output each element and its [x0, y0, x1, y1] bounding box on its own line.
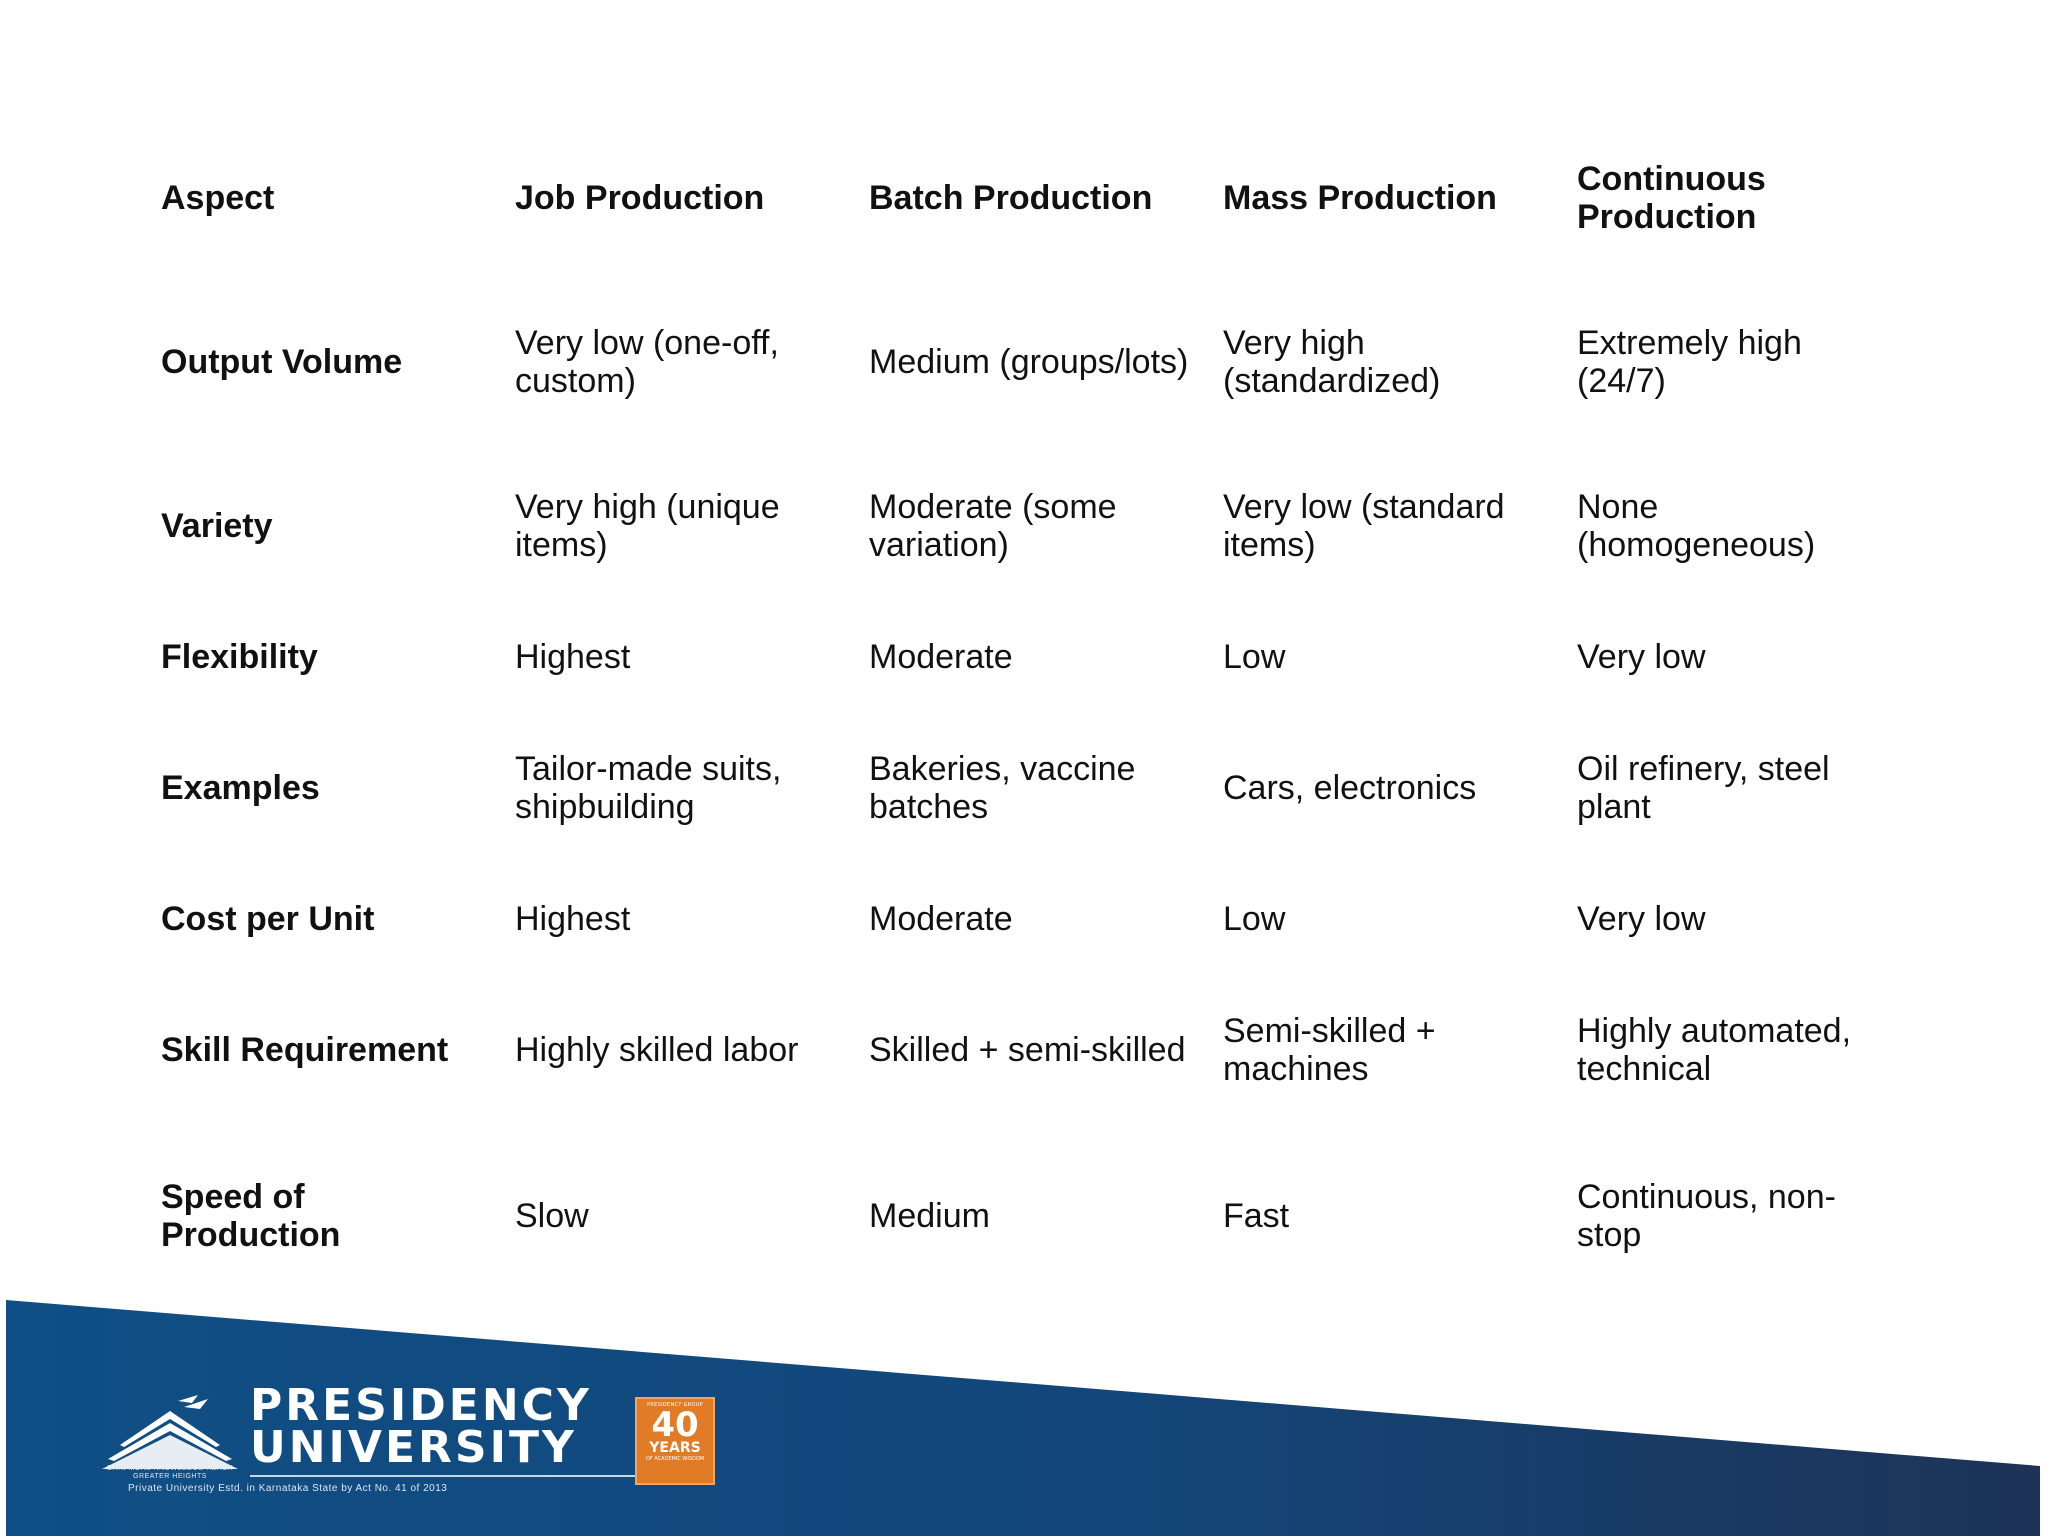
- header-continuous-production: Continuous Production: [1577, 160, 1766, 236]
- header-job-production: Job Production: [515, 179, 765, 217]
- table-cell: Semi-skilled + machines: [1223, 1012, 1436, 1088]
- table-cell: Highly automated, technical: [1577, 1012, 1852, 1088]
- comparison-table: Aspect Job Production Batch Production M…: [145, 130, 1905, 1314]
- table-row: Flexibility Highest Moderate Low Very lo…: [145, 594, 1905, 720]
- header-aspect: Aspect: [161, 179, 275, 217]
- table-row: Cost per Unit Highest Moderate Low Very …: [145, 856, 1905, 982]
- table-cell: None (homogeneous): [1577, 488, 1816, 564]
- table-cell: Fast: [1223, 1197, 1290, 1235]
- table-cell: Slow: [515, 1197, 589, 1235]
- row-label: Speed of Production: [161, 1178, 341, 1254]
- row-label: Cost per Unit: [161, 900, 375, 938]
- header-mass-production: Mass Production: [1223, 179, 1497, 217]
- table-cell: Bakeries, vaccine batches: [869, 750, 1136, 826]
- university-name-line1: PRESIDENCY: [250, 1380, 592, 1431]
- table-cell: Highly skilled labor: [515, 1031, 799, 1069]
- header-batch-production: Batch Production: [869, 179, 1153, 217]
- footer-banner-shape: [6, 1300, 2040, 1536]
- table-header-row: Aspect Job Production Batch Production M…: [145, 130, 1905, 266]
- table-cell: Very high (unique items): [515, 488, 780, 564]
- row-label: Examples: [161, 769, 320, 807]
- table-cell: Very low: [1577, 900, 1706, 938]
- anniversary-badge: PRESIDENCY GROUP 40 YEARS OF ACADEMIC WI…: [635, 1397, 715, 1485]
- table-cell: Cars, electronics: [1223, 769, 1477, 807]
- table-cell: Extremely high (24/7): [1577, 324, 1802, 400]
- table-row: Skill Requirement Highly skilled labor S…: [145, 982, 1905, 1118]
- table-cell: Continuous, non-stop: [1577, 1178, 1836, 1254]
- badge-number: 40: [651, 1405, 699, 1445]
- table-row: Output Volume Very low (one-off, custom)…: [145, 266, 1905, 458]
- university-logo: GAIN MORE KNOWLEDGE REACH GREATER HEIGHT…: [100, 1380, 740, 1495]
- table-cell: Moderate (some variation): [869, 488, 1117, 564]
- table-cell: Very low (standard items): [1223, 488, 1505, 564]
- table-cell: Medium (groups/lots): [869, 343, 1189, 381]
- table-cell: Low: [1223, 900, 1286, 938]
- row-label: Flexibility: [161, 638, 318, 676]
- table-cell: Very low (one-off, custom): [515, 324, 779, 400]
- table-cell: Moderate: [869, 900, 1013, 938]
- university-estd-text: Private University Estd. in Karnataka St…: [128, 1483, 448, 1494]
- book-logo-icon: [102, 1395, 238, 1469]
- badge-years: YEARS: [649, 1440, 701, 1456]
- footer-banner: [0, 1290, 2048, 1536]
- row-label: Variety: [161, 507, 273, 545]
- badge-bottom-text: OF ACADEMIC WISDOM: [645, 1456, 705, 1462]
- table-cell: Skilled + semi-skilled: [869, 1031, 1186, 1069]
- table-cell: Low: [1223, 638, 1286, 676]
- table-cell: Highest: [515, 638, 631, 676]
- row-label: Output Volume: [161, 343, 403, 381]
- table-cell: Highest: [515, 900, 631, 938]
- university-name: PRESIDENCY UNIVERSITY: [250, 1380, 592, 1473]
- table-cell: Very low: [1577, 638, 1706, 676]
- table-cell: Tailor-made suits, shipbuilding: [515, 750, 782, 826]
- table-cell: Moderate: [869, 638, 1013, 676]
- table-row: Variety Very high (unique items) Moderat…: [145, 458, 1905, 594]
- logo-tagline: GAIN MORE KNOWLEDGE REACH GREATER HEIGHT…: [106, 1465, 234, 1480]
- badge-top-text: PRESIDENCY GROUP: [647, 1402, 703, 1408]
- table-cell: Oil refinery, steel plant: [1577, 750, 1830, 826]
- university-name-line2: UNIVERSITY: [250, 1422, 577, 1473]
- table-cell: Medium: [869, 1197, 990, 1235]
- table-cell: Very high (standardized): [1223, 324, 1441, 400]
- logo-divider: [250, 1475, 680, 1477]
- table-row: Examples Tailor-made suits, shipbuilding…: [145, 720, 1905, 856]
- row-label: Skill Requirement: [161, 1031, 449, 1069]
- table-row: Speed of Production Slow Medium Fast Con…: [145, 1118, 1905, 1314]
